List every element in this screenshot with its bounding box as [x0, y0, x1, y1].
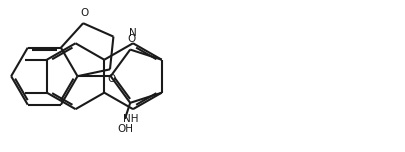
Text: O: O	[81, 8, 89, 18]
Text: O: O	[127, 34, 135, 44]
Text: O: O	[107, 74, 115, 84]
Text: NH: NH	[123, 114, 139, 124]
Text: N: N	[129, 28, 136, 38]
Text: OH: OH	[117, 124, 132, 134]
